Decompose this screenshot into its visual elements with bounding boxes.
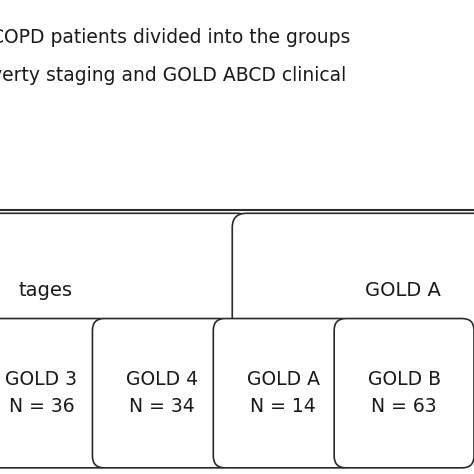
FancyBboxPatch shape [232, 213, 474, 367]
Text: tages: tages [19, 281, 73, 300]
Text: GOLD B
N = 63: GOLD B N = 63 [367, 371, 441, 416]
FancyBboxPatch shape [92, 319, 232, 468]
FancyBboxPatch shape [213, 319, 353, 468]
Text: GOLD A
N = 14: GOLD A N = 14 [246, 371, 320, 416]
Text: verty staging and GOLD ABCD clinical: verty staging and GOLD ABCD clinical [0, 66, 346, 85]
FancyBboxPatch shape [334, 319, 474, 468]
Text: GOLD A: GOLD A [365, 281, 441, 300]
FancyBboxPatch shape [0, 213, 251, 367]
Text: GOLD 3
N = 36: GOLD 3 N = 36 [6, 371, 77, 416]
FancyBboxPatch shape [0, 319, 111, 468]
Text: GOLD 4
N = 34: GOLD 4 N = 34 [126, 371, 199, 416]
Text: COPD patients divided into the groups: COPD patients divided into the groups [0, 28, 350, 47]
